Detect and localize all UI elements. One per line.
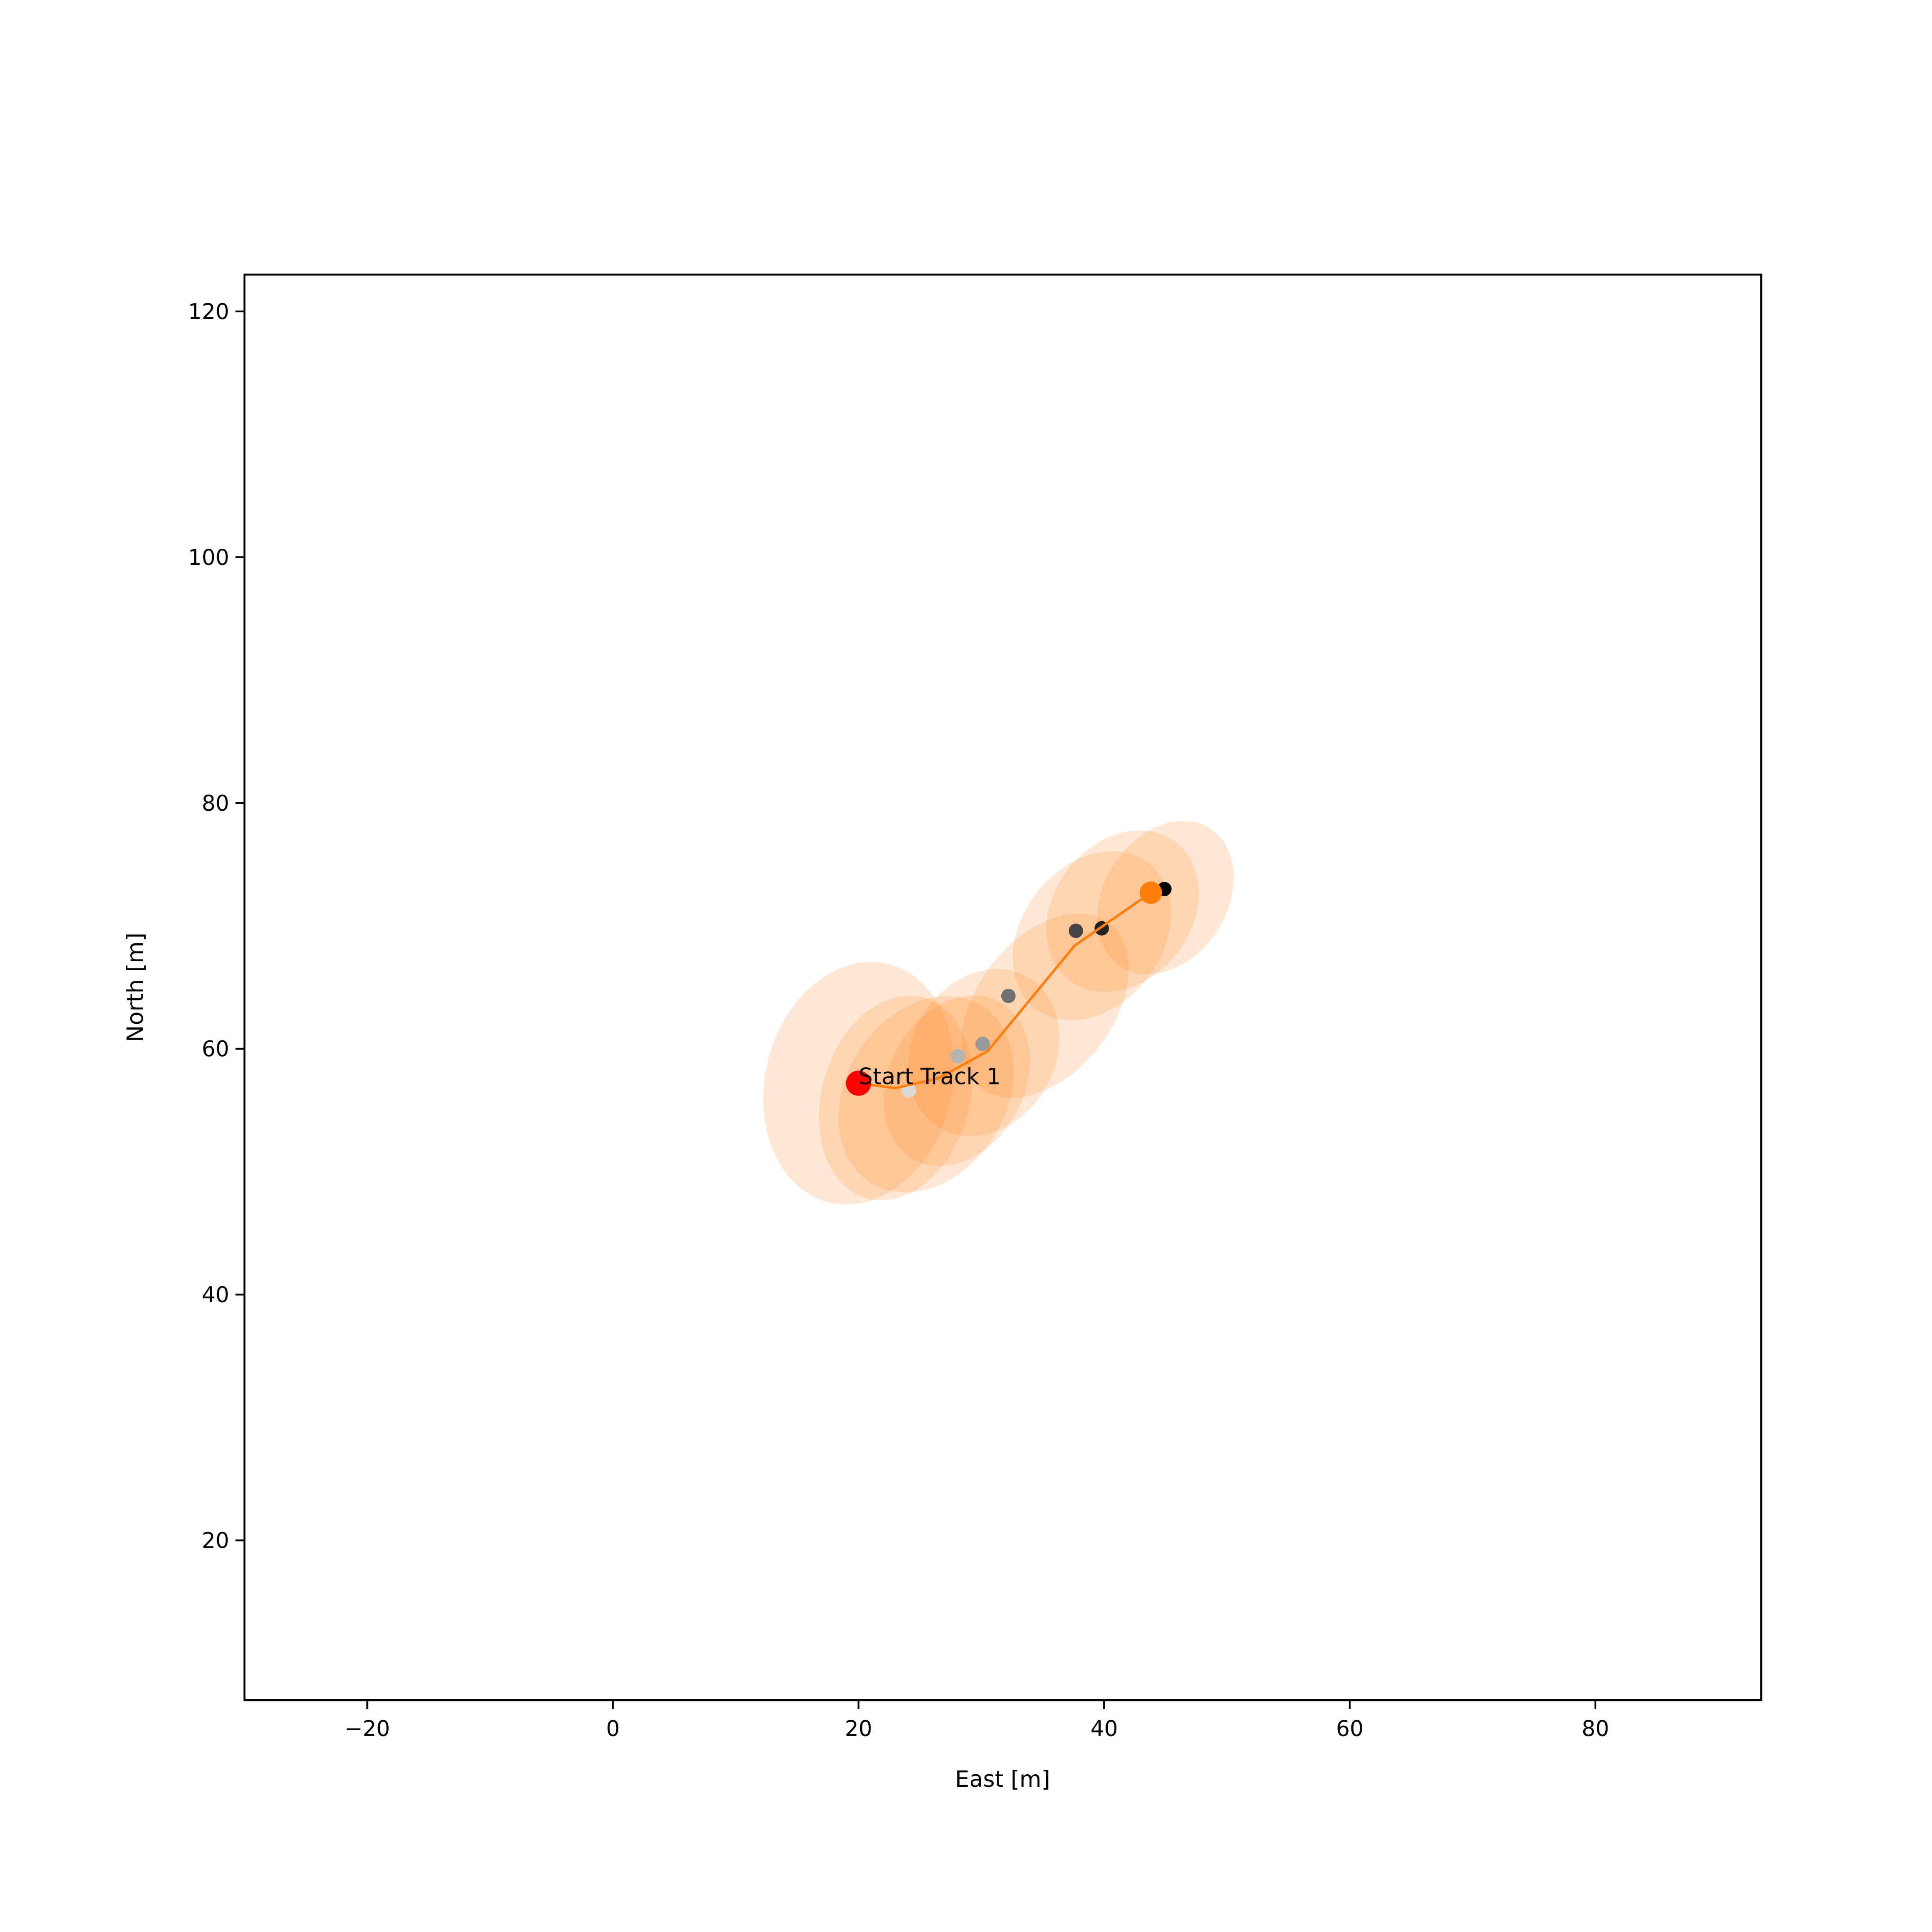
covariance-ellipse (839, 996, 1014, 1193)
measurement-point (1001, 989, 1016, 1004)
covariance-ellipse (819, 995, 972, 1200)
track-line (858, 892, 1152, 1089)
x-axis-ticks: −20 0 20 40 60 80 (345, 1700, 1609, 1741)
covariance-ellipse (1013, 851, 1171, 1021)
track-start-marker (846, 1070, 871, 1096)
y-tick-label: 20 (202, 1528, 229, 1554)
measurement-point (1069, 924, 1084, 938)
covariance-ellipse (962, 913, 1129, 1098)
x-tick-label: 20 (845, 1716, 872, 1741)
x-tick-label: −20 (345, 1716, 390, 1741)
measurement-point (975, 1036, 990, 1051)
track-end-marker (1139, 881, 1162, 904)
x-axis-label: East [m] (955, 1766, 1050, 1792)
y-axis-ticks: 20 40 60 80 100 120 (188, 299, 244, 1554)
plot-layer: Start Track 1 (763, 821, 1234, 1205)
covariance-ellipse (1097, 821, 1234, 975)
y-tick-label: 40 (202, 1283, 229, 1308)
x-tick-label: 40 (1090, 1716, 1118, 1741)
y-tick-label: 100 (188, 545, 229, 570)
x-tick-label: 0 (606, 1716, 620, 1741)
axes-frame (243, 273, 1763, 1701)
y-tick-label: 120 (188, 299, 229, 324)
covariance-ellipse (884, 995, 1030, 1166)
y-tick-label: 80 (202, 791, 229, 816)
y-axis-label: North [m] (122, 933, 148, 1042)
measurement-point (950, 1049, 965, 1064)
y-tick-label: 60 (202, 1037, 229, 1062)
start-track-annotation: Start Track 1 (858, 1063, 1001, 1089)
x-tick-label: 80 (1582, 1716, 1609, 1741)
x-tick-label: 60 (1336, 1716, 1364, 1741)
